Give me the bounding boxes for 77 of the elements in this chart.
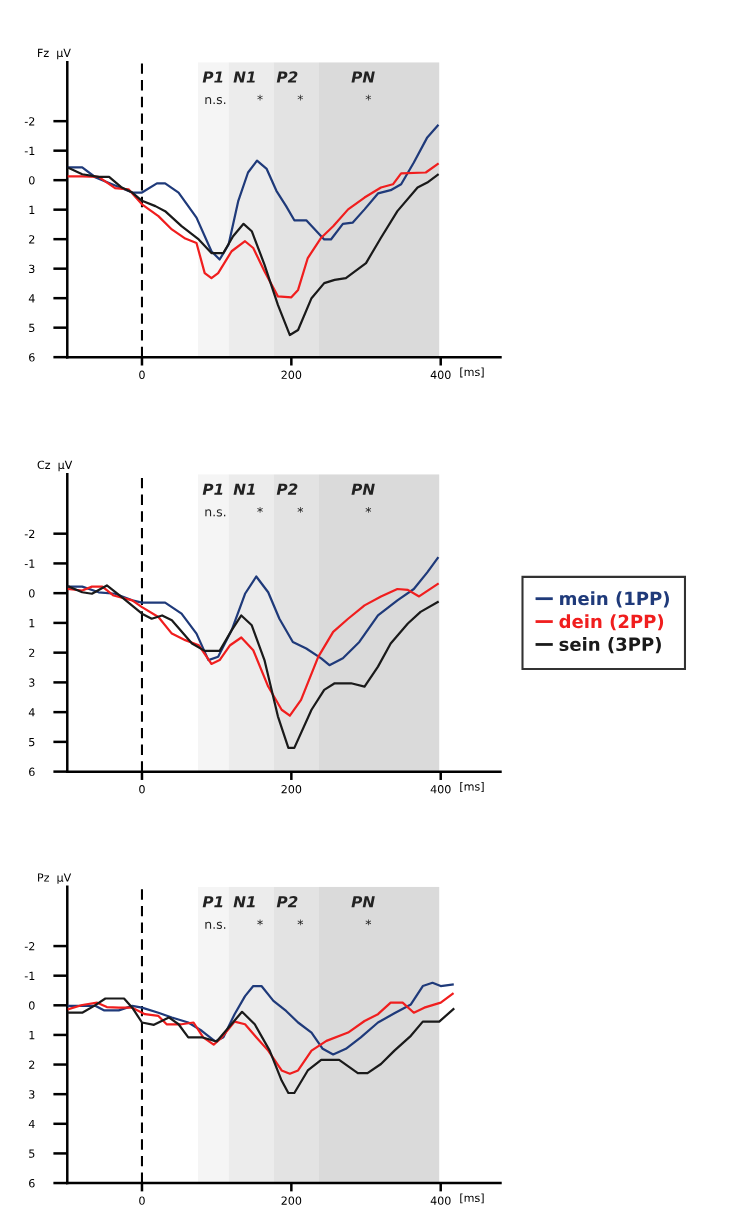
line-series [67, 162, 439, 299]
annotation: P2 [276, 483, 298, 495]
y-tick-label: 3 [29, 264, 35, 274]
y-tick-label: 2 [29, 235, 35, 244]
y-tick-label: 1 [29, 619, 35, 628]
annotation: n.s. [205, 509, 226, 517]
annotation: * [297, 919, 304, 926]
y-tick-label: 4 [28, 294, 35, 303]
y-tick-label: 3 [29, 1090, 35, 1099]
legend-label: dein (2PP) [559, 614, 664, 631]
x-tick-label: 400 [430, 370, 451, 379]
y-tick-label: 2 [29, 648, 35, 657]
x-tick-label: 200 [281, 1196, 302, 1205]
y-tick-label: -2 [24, 942, 35, 951]
annotation: * [257, 94, 263, 101]
x-tick-label: 400 [430, 785, 451, 794]
y-tick-label: -2 [24, 117, 35, 126]
annotation: * [365, 507, 372, 513]
legend-label: sein (3PP) [559, 637, 661, 654]
line-series [67, 166, 439, 337]
x-tick-label: 400 [430, 1196, 451, 1205]
y-tick-label: -2 [24, 529, 35, 538]
y-axis-title: Fz µV [38, 48, 71, 60]
line-series [67, 981, 454, 1056]
y-tick-label: 2 [29, 1060, 35, 1069]
y-tick-label: 4 [28, 1119, 35, 1129]
y-axis-title: Pz µV [38, 873, 72, 884]
line-series [67, 584, 439, 749]
x-axis-title: [ms] [460, 1193, 484, 1204]
y-tick-label: 6 [29, 767, 35, 777]
annotation: * [257, 507, 263, 513]
annotation: * [297, 94, 304, 101]
x-tick-label: 0 [139, 785, 145, 794]
y-axis-title: Cz µV [37, 460, 73, 472]
y-tick-label: -1 [24, 559, 35, 568]
y-tick-label: 5 [29, 323, 35, 333]
annotation: PN [351, 71, 375, 83]
annotation: N1 [233, 71, 255, 83]
x-tick-label: 200 [281, 370, 302, 379]
y-tick-label: 0 [29, 176, 35, 185]
y-tick-label: 0 [29, 1001, 35, 1010]
annotation: P1 [202, 896, 223, 908]
annotation: PN [351, 483, 375, 495]
annotation: N1 [233, 896, 255, 908]
y-tick-label: 4 [28, 708, 35, 717]
legend-label: mein (1PP) [560, 591, 669, 608]
annotation: * [257, 919, 263, 926]
annotation: * [297, 507, 304, 513]
y-tick-label: 6 [29, 1179, 35, 1188]
x-axis-title: [ms] [460, 367, 484, 378]
line-series [67, 582, 439, 717]
y-tick-label: 3 [29, 678, 35, 687]
annotation: PN [351, 896, 375, 908]
y-tick-label: 1 [29, 205, 35, 214]
annotation: * [365, 919, 372, 926]
annotation: n.s. [205, 921, 226, 929]
y-tick-label: 1 [29, 1031, 35, 1040]
x-axis-title: [ms] [460, 782, 484, 792]
line-series [67, 997, 455, 1095]
y-tick-label: 0 [29, 589, 35, 598]
annotation: P1 [202, 483, 223, 495]
y-tick-label: -1 [24, 146, 35, 155]
x-tick-label: 0 [139, 370, 145, 379]
line-series [67, 124, 439, 261]
annotation: P2 [276, 895, 298, 908]
annotation: N1 [233, 483, 255, 495]
x-tick-label: 200 [281, 785, 302, 794]
y-tick-label: 5 [29, 738, 35, 747]
y-tick-label: -1 [24, 971, 35, 980]
x-tick-label: 0 [139, 1196, 145, 1205]
y-tick-label: 6 [29, 353, 35, 362]
annotation: P2 [276, 71, 298, 83]
annotation: P1 [202, 71, 223, 83]
annotation: * [365, 94, 372, 101]
annotation: n.s. [205, 96, 226, 105]
y-tick-label: 5 [29, 1149, 35, 1158]
line-series [67, 992, 454, 1075]
